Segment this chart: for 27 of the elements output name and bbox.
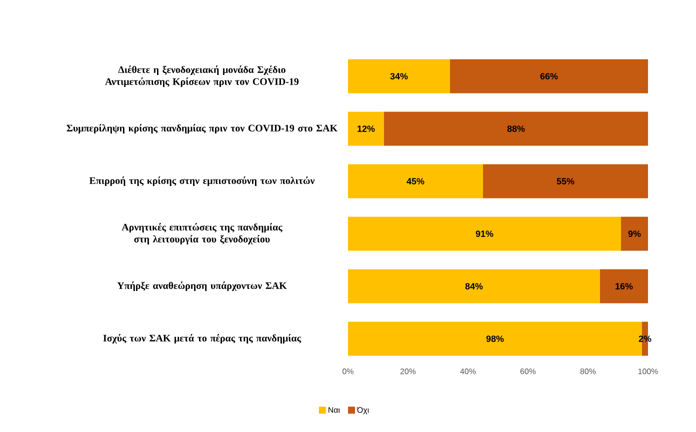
bar [600,269,648,304]
data-label: 91% [476,230,494,237]
data-label: 66% [540,73,558,80]
data-label: 55% [556,178,574,184]
data-label: 84% [465,283,483,290]
bar [348,269,600,304]
bar [621,216,648,251]
y-tick-label: Υπήρξε αναθεώρηση υπάρχοντων ΣΑΚ [117,281,287,292]
data-label: 98% [486,336,504,342]
y-tick-label: Επιρροή της κρίσης στην εμπιστοσύνη των πολιτών [89,176,315,186]
data-label: 45% [406,178,424,184]
y-tick-label: Ισχύς των ΣΑΚ μετά το πέρας της πανδημίας [103,334,302,344]
bar [348,216,622,251]
data-label: 9% [628,230,641,237]
bar [450,59,648,94]
bar [483,164,648,198]
y-tick-label: Αρνητικές επιπτώσεις της πανδημίας στη λειτουργία του ξενοδοχείου [122,223,282,244]
data-label: 34% [390,73,408,80]
y-tick-label: Διέθετε η ξενοδοχειακή μονάδα Σχέδιο Αντιμετώπισης Κρίσεων πριν τον COVID-19 [105,66,299,87]
data-label: 88% [507,126,525,132]
data-label: 16% [616,283,633,290]
data-label: 12% [358,126,375,132]
y-tick-label: Συμπερίληψη κρίσης πανδημίας πριν τον COVID-19 στο ΣΑΚ [66,124,338,134]
bar [348,164,483,198]
bar [348,112,384,146]
bar [384,112,648,146]
bar [348,59,450,94]
